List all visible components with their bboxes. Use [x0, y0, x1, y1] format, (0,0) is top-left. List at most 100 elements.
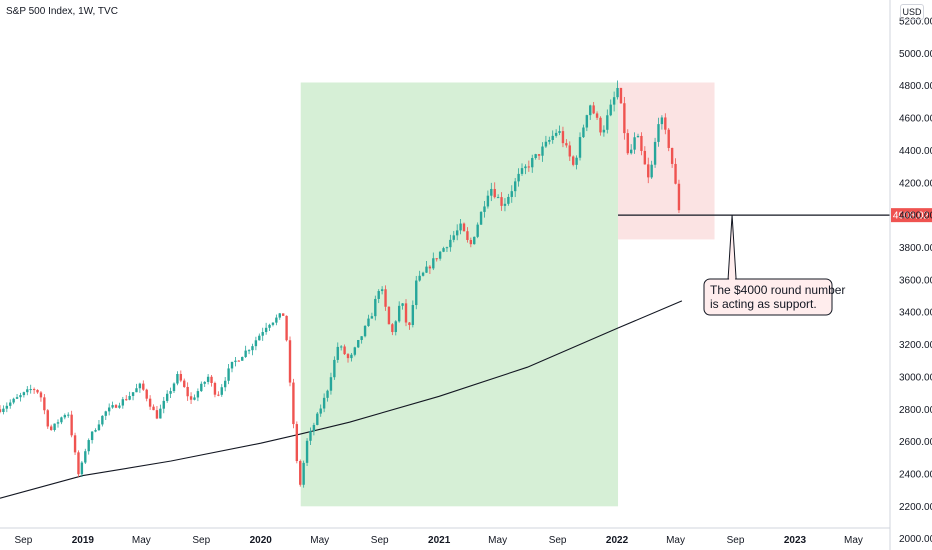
x-tick-label: Sep: [192, 535, 210, 546]
candle-body: [138, 383, 142, 389]
price-tag-label: 4008.02: [893, 211, 930, 222]
candle-body: [432, 258, 435, 269]
x-tick-label: 2023: [784, 535, 807, 546]
zone-pullback: [618, 82, 715, 240]
candle-body: [411, 305, 415, 326]
candle-body: [60, 417, 63, 423]
candle-body: [309, 431, 312, 441]
candle-body: [189, 396, 193, 400]
candle-body: [623, 103, 626, 134]
candle-body: [295, 424, 299, 462]
candle-body: [15, 397, 19, 399]
candle-body: [609, 104, 612, 116]
y-tick-label: 4200.00: [899, 178, 932, 189]
candle-body: [312, 424, 316, 432]
candle-body: [534, 154, 537, 159]
x-tick-label: Sep: [549, 535, 567, 546]
candle-body: [107, 407, 111, 412]
candle-body: [595, 113, 599, 118]
candle-body: [554, 132, 558, 136]
candle-body: [254, 340, 258, 347]
candle-body: [49, 426, 53, 431]
candle-body: [142, 383, 145, 390]
candle-body: [653, 141, 657, 165]
callout-join: [729, 278, 736, 281]
candle-body: [169, 391, 172, 394]
candle-body: [220, 387, 223, 395]
candle-body: [616, 87, 619, 98]
candle-body: [606, 115, 609, 130]
candle-body: [404, 303, 408, 323]
candle-body: [63, 415, 67, 418]
candle-body: [213, 382, 217, 395]
candle-body: [343, 346, 346, 355]
candle-body: [640, 135, 643, 151]
candle-body: [483, 206, 486, 212]
candle-body: [592, 105, 595, 114]
candle-body: [350, 354, 353, 359]
candle-body: [261, 332, 264, 336]
candle-body: [374, 298, 377, 317]
candle-body: [339, 346, 343, 348]
candle-body: [568, 145, 571, 157]
candle-body: [111, 405, 114, 408]
candle-body: [148, 398, 152, 407]
candle-body: [565, 143, 568, 146]
x-tick-label: May: [488, 535, 507, 546]
candle-body: [43, 397, 46, 411]
candle-body: [87, 440, 90, 452]
candle-body: [193, 397, 196, 400]
candle-body: [667, 129, 670, 148]
y-tick-label: 5200.00: [899, 17, 932, 28]
candle-body: [633, 137, 636, 150]
candle-body: [346, 354, 350, 359]
candle-body: [469, 239, 473, 245]
candle-body: [394, 321, 397, 333]
candle-body: [513, 181, 517, 192]
candle-body: [380, 289, 384, 292]
candle-body: [370, 316, 374, 319]
candle-body: [244, 350, 247, 357]
candle-body: [97, 424, 101, 431]
candle-body: [438, 251, 442, 259]
candle-body: [118, 405, 121, 408]
candle-body: [268, 324, 271, 328]
y-tick-label: 4800.00: [899, 81, 932, 92]
candle-body: [203, 381, 206, 384]
y-tick-label: 3400.00: [899, 308, 932, 319]
candle-body: [442, 248, 445, 252]
zone-rally: [300, 82, 619, 507]
zones-layer: [300, 82, 715, 507]
candle-body: [9, 402, 12, 406]
candle-body: [500, 197, 503, 206]
candle-body: [165, 393, 169, 401]
candle-body: [288, 340, 292, 383]
candle-body: [428, 266, 432, 269]
candle-body: [39, 392, 43, 398]
currency-badge[interactable]: USD: [900, 4, 924, 20]
candle-body: [32, 389, 36, 391]
candle-body: [319, 408, 322, 414]
candle-body: [67, 414, 70, 416]
candle-body: [230, 361, 234, 369]
callout-text-line: is acting as support.: [710, 297, 817, 311]
candle-body: [114, 405, 118, 408]
candle-body: [466, 231, 469, 240]
candle-body: [575, 157, 578, 165]
x-tick-label: 2020: [250, 535, 273, 546]
candle-body: [302, 462, 305, 485]
y-tick-label: 2800.00: [899, 405, 932, 416]
candle-body: [629, 149, 633, 154]
candle-body: [0, 409, 2, 412]
candle-body: [582, 127, 585, 138]
candle-body: [336, 346, 339, 360]
x-tick-label: 2021: [428, 535, 451, 546]
candle-body: [391, 324, 394, 333]
candle-body: [152, 406, 155, 411]
candle-body: [527, 166, 531, 168]
y-tick-label: 2000.00: [899, 534, 932, 545]
candle-body: [135, 388, 138, 393]
candle-body: [183, 380, 186, 387]
candle-body: [476, 224, 479, 237]
